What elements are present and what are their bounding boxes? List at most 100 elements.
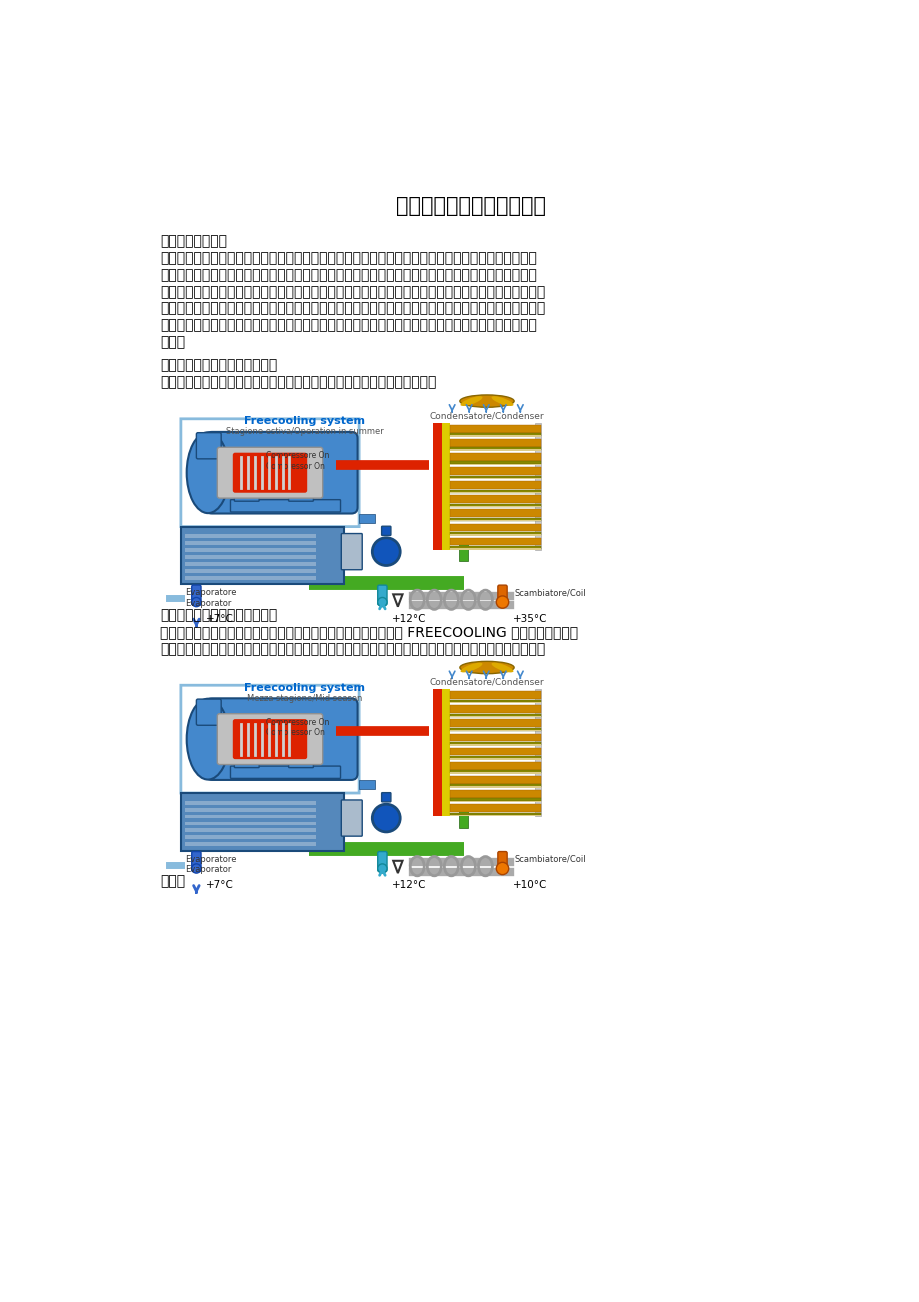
Bar xyxy=(449,482,540,490)
Bar xyxy=(449,534,540,535)
Bar xyxy=(185,828,316,832)
Bar xyxy=(432,689,441,816)
Bar xyxy=(449,730,540,732)
Bar xyxy=(449,758,540,759)
Text: Compressore On
Compressor On: Compressore On Compressor On xyxy=(266,452,329,471)
FancyBboxPatch shape xyxy=(289,493,313,501)
Bar xyxy=(358,513,374,523)
FancyBboxPatch shape xyxy=(191,585,201,605)
Bar xyxy=(449,812,540,815)
Bar xyxy=(535,423,540,549)
FancyBboxPatch shape xyxy=(217,448,323,499)
Circle shape xyxy=(378,598,387,607)
FancyBboxPatch shape xyxy=(217,713,323,764)
Bar xyxy=(449,747,540,755)
Text: 对于一些常年需要制冷的数据中心、生产工艺等需要常年制冷的系统来说，室外温度即使低于或远低于: 对于一些常年需要制冷的数据中心、生产工艺等需要常年制冷的系统来说，室外温度即使低… xyxy=(160,251,537,264)
Polygon shape xyxy=(392,595,403,607)
Bar xyxy=(449,434,540,436)
Text: 水，预冷时为自然冷却，无压缩机功耗，自然冷却不够的，再由常规压缩制冷接力（有压缩功耗部分）。: 水，预冷时为自然冷却，无压缩机功耗，自然冷却不够的，再由常规压缩制冷接力（有压缩… xyxy=(160,642,545,656)
Bar xyxy=(449,506,540,508)
Bar xyxy=(185,842,316,846)
Text: +12°C: +12°C xyxy=(391,880,425,891)
Circle shape xyxy=(191,598,201,607)
FancyBboxPatch shape xyxy=(381,526,391,535)
Bar xyxy=(185,555,316,559)
Bar xyxy=(449,728,540,730)
Bar xyxy=(449,533,540,535)
Text: Evaporatore
Evaporator: Evaporatore Evaporator xyxy=(185,589,236,608)
Bar xyxy=(449,424,540,432)
Bar xyxy=(185,801,316,805)
Text: 电耗。: 电耗。 xyxy=(160,336,185,349)
Bar xyxy=(449,771,540,773)
Bar xyxy=(449,509,540,517)
FancyBboxPatch shape xyxy=(231,500,340,512)
Text: Scambiatore/Coil: Scambiatore/Coil xyxy=(514,854,585,863)
FancyBboxPatch shape xyxy=(341,799,362,836)
FancyBboxPatch shape xyxy=(233,453,307,492)
Bar xyxy=(449,435,540,436)
Bar xyxy=(441,689,449,816)
Text: 有此功能的机组叫自然冷却机组。它与常规冷水机组最大的区别在于它带有独特的风冷自然冷却换热器，: 有此功能的机组叫自然冷却机组。它与常规冷水机组最大的区别在于它带有独特的风冷自然… xyxy=(160,302,545,315)
Circle shape xyxy=(378,863,387,874)
Text: Evaporatore
Evaporator: Evaporatore Evaporator xyxy=(185,854,236,874)
Text: +7°C: +7°C xyxy=(206,880,233,891)
Text: 自然冷却风冷冷水机组介绍: 自然冷却风冷冷水机组介绍 xyxy=(396,197,546,216)
Text: +7°C: +7°C xyxy=(206,615,233,624)
FancyBboxPatch shape xyxy=(196,432,221,458)
Text: 过度季节（春秋两季自然冷却）: 过度季节（春秋两季自然冷却） xyxy=(160,608,277,622)
Text: 其循环冷冻水温的情况下冷水机组运行也需要照常运行。当室外温度较低时，利用冷空气直接冷却循环: 其循环冷冻水温的情况下冷水机组运行也需要照常运行。当室外温度较低时，利用冷空气直… xyxy=(160,268,537,281)
Bar xyxy=(449,745,540,746)
FancyBboxPatch shape xyxy=(381,549,391,559)
Bar xyxy=(449,478,540,479)
Ellipse shape xyxy=(187,432,229,513)
Ellipse shape xyxy=(460,663,482,672)
FancyBboxPatch shape xyxy=(234,760,259,768)
Text: 冬季：: 冬季： xyxy=(160,875,185,888)
Bar xyxy=(181,526,344,585)
Bar xyxy=(449,464,540,465)
Bar xyxy=(185,534,316,538)
Text: Condensatore/Condenser: Condensatore/Condenser xyxy=(429,677,544,686)
Text: Freecooling system: Freecooling system xyxy=(244,417,365,427)
FancyBboxPatch shape xyxy=(289,760,313,768)
Text: Compressore On
Compressor On: Compressore On Compressor On xyxy=(266,717,329,737)
Bar xyxy=(449,467,540,475)
Text: 夏季：跟常规空调一样，开启制冷机，冷媒压缩制冷，自然冷却器不启用。: 夏季：跟常规空调一样，开启制冷机，冷媒压缩制冷，自然冷却器不启用。 xyxy=(160,375,436,389)
Bar xyxy=(449,548,540,549)
Circle shape xyxy=(372,538,400,565)
Bar xyxy=(449,713,540,716)
Bar xyxy=(449,772,540,773)
Bar xyxy=(449,776,540,784)
FancyBboxPatch shape xyxy=(381,816,391,825)
Bar xyxy=(449,815,540,816)
FancyBboxPatch shape xyxy=(378,852,387,871)
Bar xyxy=(449,475,540,478)
Bar xyxy=(449,742,540,745)
Bar xyxy=(449,453,540,461)
FancyBboxPatch shape xyxy=(191,852,201,871)
Bar xyxy=(535,689,540,816)
Bar xyxy=(449,733,540,741)
Bar xyxy=(449,519,540,522)
Bar xyxy=(449,756,540,759)
Circle shape xyxy=(495,596,508,608)
Bar xyxy=(449,449,540,450)
Text: 冷冻水，而减少或完全不需要开启压缩机制冷即可为空调室内机提供冷量，这种方法即为自然冷却方法，: 冷冻水，而减少或完全不需要开启压缩机制冷即可为空调室内机提供冷量，这种方法即为自… xyxy=(160,285,545,298)
Ellipse shape xyxy=(187,699,229,780)
Text: 其运行优先利用天然环境的低温空气冷却循环冷冻水，可以实现无压缩机运行制冷，显著节省压缩机的: 其运行优先利用天然环境的低温空气冷却循环冷冻水，可以实现无压缩机运行制冷，显著节… xyxy=(160,319,537,332)
Bar xyxy=(358,780,374,789)
Bar xyxy=(449,762,540,769)
Circle shape xyxy=(191,863,201,874)
Bar xyxy=(449,699,540,703)
FancyBboxPatch shape xyxy=(234,493,259,501)
Bar xyxy=(449,518,540,521)
Bar xyxy=(449,448,540,450)
Bar xyxy=(449,790,540,798)
Circle shape xyxy=(495,862,508,875)
Bar xyxy=(441,423,449,549)
Text: Stagione estiva/Operation in summer: Stagione estiva/Operation in summer xyxy=(226,427,383,436)
Bar xyxy=(449,461,540,465)
Bar xyxy=(449,798,540,801)
Bar xyxy=(185,542,316,546)
